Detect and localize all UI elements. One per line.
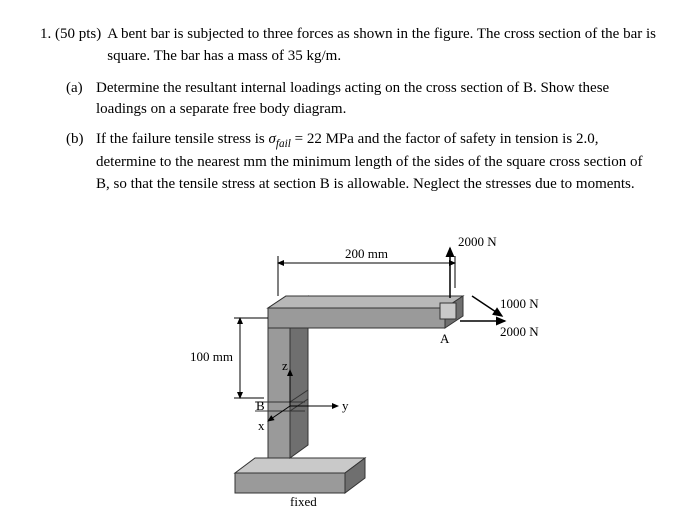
force-down-label: 1000 N bbox=[500, 296, 539, 311]
figure: 200 mm 100 mm 2000 N 1000 N 2000 N A z y… bbox=[40, 208, 660, 508]
bent-bar-svg: 200 mm 100 mm 2000 N 1000 N 2000 N A z y… bbox=[140, 208, 560, 508]
dim-200: 200 mm bbox=[278, 246, 455, 296]
problem-number: 1. (50 pts) bbox=[40, 24, 101, 68]
label-a: A bbox=[440, 331, 450, 346]
axis-z-label: z bbox=[282, 358, 288, 373]
forces: 2000 N 1000 N 2000 N A bbox=[440, 234, 539, 346]
base-block bbox=[235, 458, 365, 493]
problem-text: A bent bar is subjected to three forces … bbox=[107, 24, 660, 68]
dim-200-label: 200 mm bbox=[345, 246, 388, 261]
force-up-label: 2000 N bbox=[458, 234, 497, 249]
part-b: (b) If the failure tensile stress is σfa… bbox=[66, 129, 660, 196]
horizontal-beam bbox=[268, 296, 463, 328]
dim-100: 100 mm bbox=[190, 318, 268, 398]
label-b: B bbox=[256, 398, 265, 413]
dim-100-label: 100 mm bbox=[190, 349, 233, 364]
part-b-label: (b) bbox=[66, 129, 90, 196]
problem-stem: 1. (50 pts) A bent bar is subjected to t… bbox=[40, 24, 660, 68]
part-a-text: Determine the resultant internal loading… bbox=[96, 78, 660, 122]
axis-y-label: y bbox=[342, 398, 349, 413]
axis-x-label: x bbox=[258, 418, 265, 433]
part-a-label: (a) bbox=[66, 78, 90, 122]
force-right-label: 2000 N bbox=[500, 324, 539, 339]
part-b-text: If the failure tensile stress is σfail =… bbox=[96, 129, 660, 196]
end-block-a bbox=[440, 303, 456, 319]
problem-parts: (a) Determine the resultant internal loa… bbox=[66, 78, 660, 196]
label-fixed: fixed bbox=[290, 494, 317, 508]
part-a: (a) Determine the resultant internal loa… bbox=[66, 78, 660, 122]
